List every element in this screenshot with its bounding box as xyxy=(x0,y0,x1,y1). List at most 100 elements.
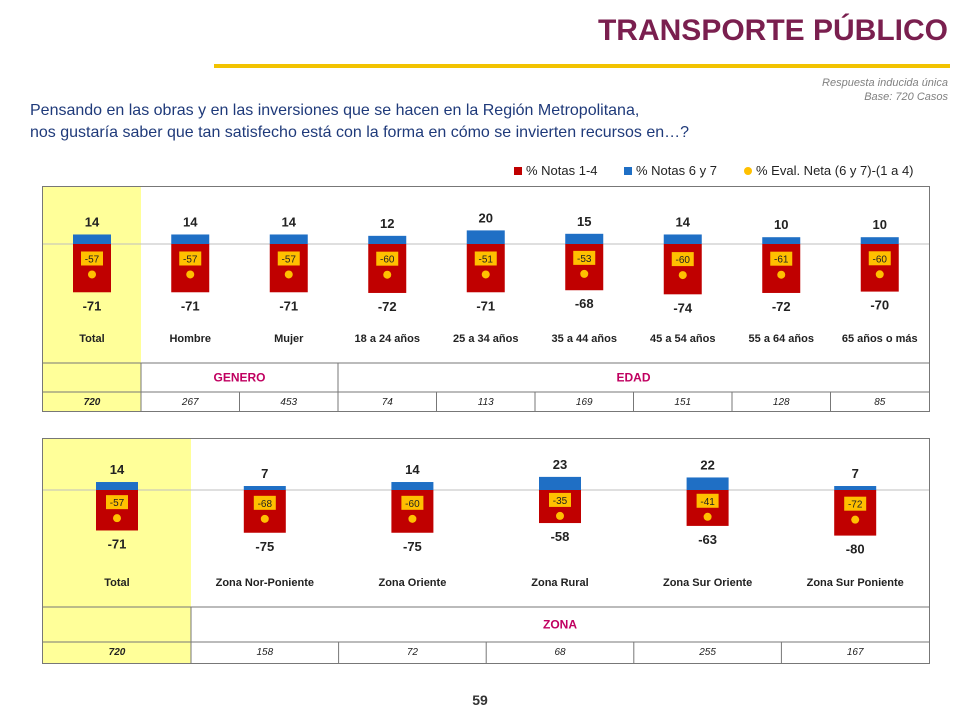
base-count-label: 113 xyxy=(478,397,494,408)
positive-bar xyxy=(73,234,111,244)
positive-bar xyxy=(269,234,308,244)
base-note: Base: 720 Casos xyxy=(864,91,948,103)
negative-value-label: -72 xyxy=(772,299,791,314)
net-value-box xyxy=(549,492,571,507)
negative-bar xyxy=(269,244,308,293)
negative-value-label: -75 xyxy=(255,539,274,554)
category-label: Total xyxy=(79,333,104,345)
net-value-label: -61 xyxy=(774,255,789,266)
negative-value-label: -68 xyxy=(575,296,594,311)
net-value-label: -57 xyxy=(183,254,198,265)
positive-bar xyxy=(391,482,434,490)
positive-bar xyxy=(860,237,899,244)
base-count-label: 151 xyxy=(674,397,691,408)
net-value-box xyxy=(770,251,793,266)
net-value-dot xyxy=(703,512,712,521)
negative-value-label: -71 xyxy=(108,536,127,551)
net-value-box xyxy=(277,251,300,266)
positive-value-label: 15 xyxy=(577,214,591,229)
net-value-label: -57 xyxy=(282,254,297,265)
positive-value-label: 14 xyxy=(282,214,297,229)
net-value-box xyxy=(671,252,694,267)
net-value-label: -60 xyxy=(405,499,420,510)
negative-bar xyxy=(466,244,505,293)
negative-value-label: -70 xyxy=(870,298,889,313)
base-count-label: 720 xyxy=(84,397,101,408)
net-value-label: -68 xyxy=(258,499,273,510)
group-label: EDAD xyxy=(616,371,650,385)
legend-label-positive: % Notas 6 y 7 xyxy=(636,163,717,178)
net-value-box xyxy=(696,493,719,508)
category-label: Total xyxy=(104,577,129,589)
positive-value-label: 14 xyxy=(85,214,100,229)
net-value-dot xyxy=(678,271,687,280)
positive-bar xyxy=(762,237,801,244)
question-line-1: Pensando en las obras y en las inversion… xyxy=(30,102,640,119)
net-value-box xyxy=(868,251,891,266)
negative-value-label: -71 xyxy=(279,298,298,313)
base-count-label: 453 xyxy=(280,397,297,408)
group-label: ZONA xyxy=(543,618,577,632)
base-count-label: 167 xyxy=(847,647,864,658)
net-value-dot xyxy=(851,515,860,524)
category-label: Zona Sur Poniente xyxy=(807,577,904,589)
category-label: Zona Rural xyxy=(531,577,588,589)
negative-bar xyxy=(860,244,899,292)
net-value-box xyxy=(844,496,867,511)
negative-value-label: -71 xyxy=(83,298,102,313)
positive-bar xyxy=(539,476,581,490)
positive-bar xyxy=(565,233,604,244)
positive-bar xyxy=(834,486,877,490)
net-value-dot xyxy=(556,511,564,520)
negative-value-label: -80 xyxy=(846,542,865,557)
category-label: 55 a 64 años xyxy=(749,333,814,345)
page-number: 59 xyxy=(472,692,488,708)
net-value-box xyxy=(474,251,497,266)
positive-value-label: 14 xyxy=(676,214,691,229)
net-value-dot xyxy=(875,270,884,279)
category-label: 18 a 24 años xyxy=(355,333,420,345)
chart-panel-zona: ZONA 14 -71 -57 Total 720 7 -75 -68 Zona Nor-Poni… xyxy=(42,438,930,664)
response-note: Respuesta inducida única xyxy=(822,77,948,89)
negative-bar xyxy=(73,244,111,293)
base-count-label: 255 xyxy=(698,647,716,658)
category-label: 45 a 54 años xyxy=(650,333,715,345)
base-count-label: 720 xyxy=(109,647,126,658)
category-label: Zona Oriente xyxy=(378,577,446,589)
negative-value-label: -58 xyxy=(551,529,570,544)
chart-genero-edad: GENERO EDAD 14 -71 -57 Total 720 14 -71 -57 Hombre… xyxy=(43,187,929,411)
legend-swatch-red xyxy=(514,166,522,175)
base-count-label: 169 xyxy=(576,397,593,408)
net-value-box xyxy=(401,495,424,510)
net-value-dot xyxy=(88,270,96,279)
positive-value-label: 23 xyxy=(553,457,567,472)
positive-value-label: 10 xyxy=(873,217,887,232)
net-value-dot xyxy=(113,514,121,523)
net-value-label: -72 xyxy=(848,500,863,511)
positive-bar xyxy=(686,477,729,490)
net-value-dot xyxy=(284,270,293,279)
positive-bar xyxy=(96,482,138,490)
negative-bar xyxy=(368,244,407,293)
positive-bar xyxy=(243,486,286,490)
net-value-label: -53 xyxy=(577,254,592,265)
legend-label-negative: % Notas 1-4 xyxy=(526,163,598,178)
positive-bar xyxy=(663,234,702,244)
positive-bar xyxy=(466,230,505,244)
positive-value-label: 12 xyxy=(380,216,394,231)
group-label: GENERO xyxy=(213,371,265,385)
net-value-dot xyxy=(481,270,490,279)
net-value-dot xyxy=(260,514,269,523)
negative-bar xyxy=(663,244,702,295)
net-value-label: -35 xyxy=(553,496,568,507)
base-count-label: 267 xyxy=(181,397,199,408)
page-title: TRANSPORTE PÚBLICO xyxy=(597,14,948,47)
positive-value-label: 10 xyxy=(774,217,788,232)
category-label: Mujer xyxy=(274,333,304,345)
net-value-label: -57 xyxy=(110,498,125,509)
base-count-label: 85 xyxy=(874,397,886,408)
question-line-2: nos gustaría saber que tan satisfecho es… xyxy=(30,124,690,141)
negative-value-label: -72 xyxy=(378,299,397,314)
positive-value-label: 7 xyxy=(852,466,859,481)
net-value-label: -51 xyxy=(479,254,494,265)
